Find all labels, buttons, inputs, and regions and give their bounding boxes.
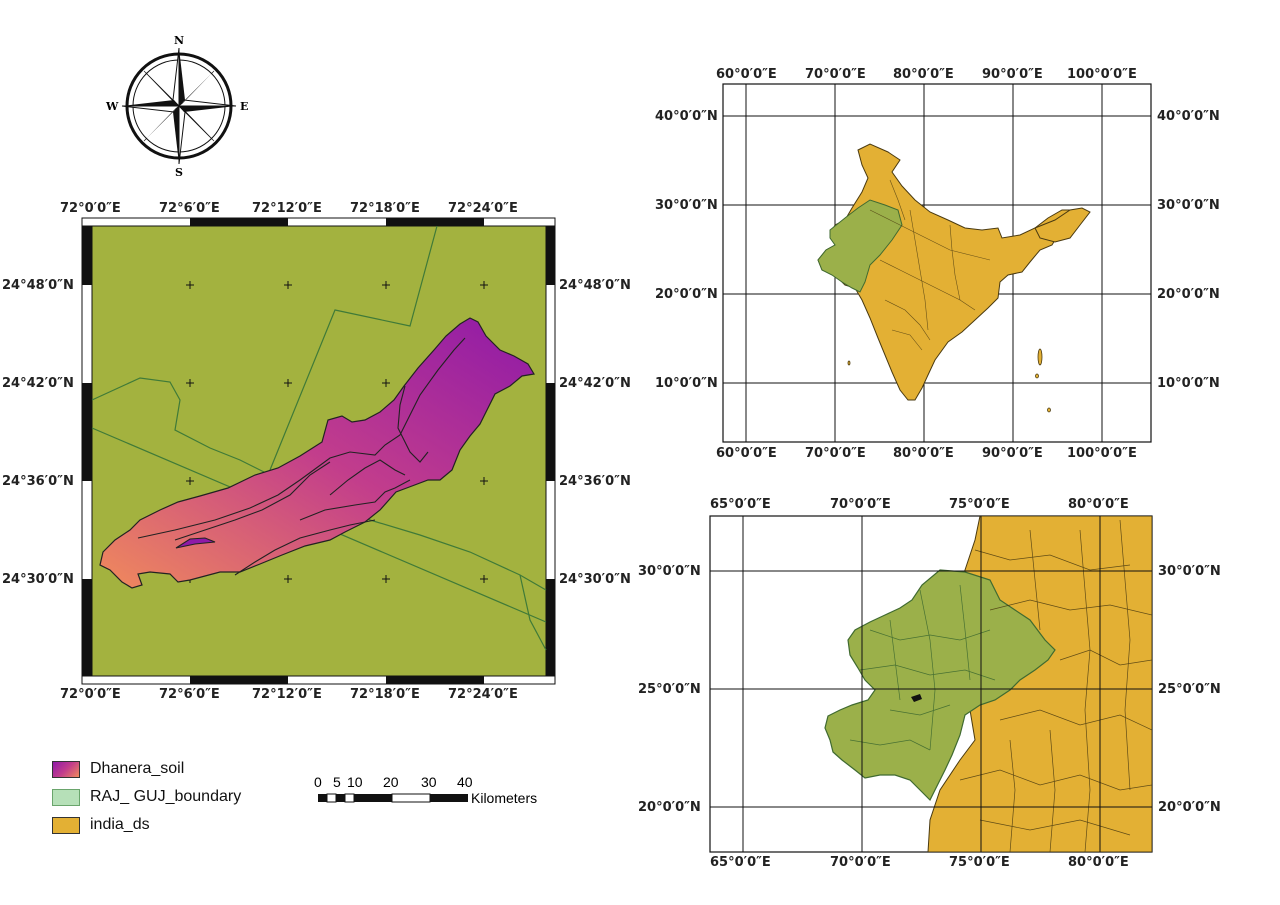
scale-tick-5: 5 [333,774,341,790]
india-map-frame [722,83,1152,443]
region-bottom-x-label-1: 65°0′0″E [710,855,771,870]
india-left-y-label-2: 30°0′0″N [655,198,718,213]
india-district-lines [869,179,991,351]
india-bottom-x-label-3: 80°0′0″E [893,446,954,461]
scale-tick-10: 10 [347,774,363,790]
india-bottom-x-label-5: 100°0′0″E [1067,446,1137,461]
region-right-y-label-2: 25°0′0″N [1158,682,1221,697]
region-green-district-lines [849,584,996,751]
india-left-y-label-1: 40°0′0″N [655,109,718,124]
main-map-top-x-label-3: 72°12′0″E [252,201,322,216]
region-left-y-label-2: 25°0′0″N [638,682,701,697]
india-bottom-x-label-4: 90°0′0″E [982,446,1043,461]
legend-label: RAJ_ GUJ_boundary [90,788,242,805]
dhanera-soil-polygon [99,317,535,589]
region-district-lines [959,519,1152,852]
legend-label: india_ds [90,816,150,833]
west-label: W [106,100,119,113]
main-map-bottom-x-label-2: 72°6′0″E [159,687,220,702]
scale-tick-20: 20 [383,774,399,790]
india-right-y-label-4: 10°0′0″N [1157,376,1220,391]
main-map-panel: 72°0′0″E 72°6′0″E 72°12′0″E 72°18′0″E 72… [0,190,640,710]
main-map-top-x-label-2: 72°6′0″E [159,201,220,216]
region-top-x-label-2: 70°0′0″E [830,497,891,512]
region-dhanera-marker [911,694,922,702]
scale-tick-30: 30 [421,774,437,790]
north-arrow: N S W E [100,34,260,179]
main-map-bottom-x-label-5: 72°24′0″E [448,687,518,702]
main-map-right-y-label-1: 24°48′0″N [559,278,631,293]
legend-swatch-gradient [52,760,80,778]
compass-rose-icon [121,47,237,165]
legend-item-india-ds: india_ds [52,815,150,835]
region-left-y-label-1: 30°0′0″N [638,564,701,579]
india-map-panel: 60°0′0″E 70°0′0″E 80°0′0″E 90°0′0″E 100°… [630,60,1270,470]
india-northeast [1034,207,1091,243]
south-label: S [175,166,183,179]
legend-item-dhanera-soil: Dhanera_soil [52,759,184,779]
main-map-top-x-label-5: 72°24′0″E [448,201,518,216]
main-map-frame [81,217,556,685]
legend-label: Dhanera_soil [90,760,185,777]
main-map-border [81,217,556,685]
legend-item-raj-guj-boundary: RAJ_ GUJ_boundary [52,787,241,807]
north-label: N [174,34,185,47]
india-top-x-label-1: 60°0′0″E [716,67,777,82]
scale-tick-40: 40 [457,774,473,790]
soil-internal-boundaries [137,337,466,576]
main-map-right-y-label-4: 24°30′0″N [559,572,631,587]
india-right-y-label-3: 20°0′0″N [1157,287,1220,302]
main-map-bottom-x-label-3: 72°12′0″E [252,687,322,702]
region-map-frame [709,515,1153,853]
india-top-x-label-5: 100°0′0″E [1067,67,1137,82]
region-right-y-label-1: 30°0′0″N [1158,564,1221,579]
scale-bar: 0 5 10 20 30 40 Kilometers [310,772,570,812]
scale-unit-label: Kilometers [471,790,538,806]
raj-guj-region [817,199,903,293]
legend-swatch-orange [52,816,80,834]
legend-swatch-green [52,788,80,806]
main-map-right-y-label-3: 24°36′0″N [559,474,631,489]
india-bottom-x-label-2: 70°0′0″E [805,446,866,461]
region-bottom-x-label-3: 75°0′0″E [949,855,1010,870]
main-map-left-y-label-1: 24°48′0″N [2,278,74,293]
main-map-left-y-label-2: 24°42′0″N [2,376,74,391]
scale-bar-graphic [318,793,468,803]
india-right-y-label-1: 40°0′0″N [1157,109,1220,124]
india-left-y-label-4: 10°0′0″N [655,376,718,391]
region-raj-guj-area [824,569,1056,802]
region-top-x-label-4: 80°0′0″E [1068,497,1129,512]
main-map-bottom-x-label-4: 72°18′0″E [350,687,420,702]
region-bottom-x-label-2: 70°0′0″E [830,855,891,870]
region-bottom-x-label-4: 80°0′0″E [1068,855,1129,870]
india-top-x-label-4: 90°0′0″E [982,67,1043,82]
main-map-top-x-label-1: 72°0′0″E [60,201,121,216]
india-top-x-label-2: 70°0′0″E [805,67,866,82]
scale-tick-0: 0 [314,774,322,790]
india-bottom-x-label-1: 60°0′0″E [716,446,777,461]
region-left-y-label-3: 20°0′0″N [638,800,701,815]
main-map-bottom-x-label-1: 72°0′0″E [60,687,121,702]
india-right-y-label-2: 30°0′0″N [1157,198,1220,213]
region-top-x-label-1: 65°0′0″E [710,497,771,512]
main-map-left-y-label-4: 24°30′0″N [2,572,74,587]
main-map-left-y-label-3: 24°36′0″N [2,474,74,489]
region-top-x-label-3: 75°0′0″E [949,497,1010,512]
main-map-top-x-label-4: 72°18′0″E [350,201,420,216]
region-map-panel: 65°0′0″E 70°0′0″E 75°0′0″E 80°0′0″E 65°0… [630,490,1270,890]
andaman-islands [847,348,1051,413]
main-map-right-y-label-2: 24°42′0″N [559,376,631,391]
india-top-x-label-3: 80°0′0″E [893,67,954,82]
east-label: E [240,100,249,113]
india-left-y-label-3: 20°0′0″N [655,287,718,302]
region-right-y-label-3: 20°0′0″N [1158,800,1221,815]
